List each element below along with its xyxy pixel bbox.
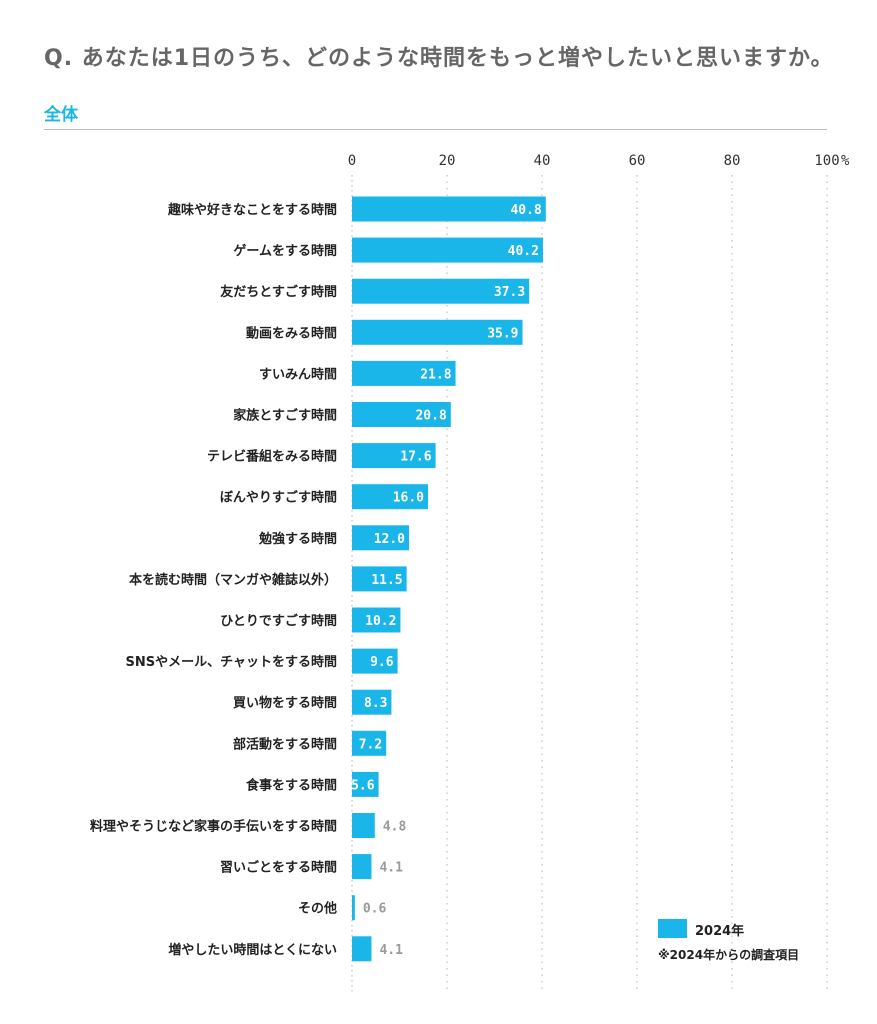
axis-unit-label: % — [841, 153, 850, 169]
category-label: 部活動をする時間 — [233, 736, 337, 752]
value-label: 4.1 — [379, 943, 403, 958]
value-label: 35.9 — [487, 326, 518, 341]
divider — [44, 129, 827, 130]
category-label: SNSやメール、チャットをする時間 — [126, 654, 337, 670]
category-label: その他 — [298, 901, 337, 917]
legend-note: ※2024年からの調査項目 — [658, 948, 800, 962]
value-label: 4.8 — [383, 820, 407, 835]
category-label: すいみん時間 — [259, 366, 337, 382]
category-label: 料理やそうじなど家事の手伝いをする時間 — [90, 819, 337, 835]
value-label: 16.0 — [393, 491, 424, 506]
category-label: 家族とすごす時間 — [233, 408, 337, 424]
bar — [352, 813, 375, 838]
category-label: 食事をする時間 — [246, 777, 337, 793]
bar — [352, 360, 456, 386]
value-label: 7.2 — [359, 737, 382, 752]
bar — [352, 895, 355, 921]
bar — [352, 566, 407, 592]
category-label: 増やしたい時間はとくにない — [168, 942, 337, 958]
value-label: 9.6 — [370, 655, 394, 670]
category-label: 趣味や好きなことをする時間 — [167, 202, 337, 218]
value-label: 0.6 — [363, 902, 387, 917]
category-label: 本を読む時間（マンガや雑誌以外） — [129, 572, 337, 588]
bar — [352, 319, 523, 345]
value-label: 5.6 — [351, 778, 375, 793]
value-label: 17.6 — [400, 450, 431, 465]
bar — [352, 648, 398, 674]
bar — [352, 278, 530, 304]
tick-label: 20 — [439, 153, 456, 169]
category-label: 習いごとをする時間 — [220, 860, 337, 876]
value-label: 10.2 — [365, 614, 396, 629]
value-label: 20.8 — [415, 409, 446, 424]
bar — [352, 771, 379, 797]
category-label: 買い物をする時間 — [233, 695, 337, 711]
bar — [352, 730, 387, 756]
value-label: 12.0 — [374, 532, 405, 547]
category-label: ぼんやりすごす時間 — [220, 490, 337, 506]
bar — [352, 484, 428, 510]
bar — [352, 196, 546, 222]
subtitle: 全体 — [44, 105, 78, 125]
tick-label: 80 — [724, 153, 741, 169]
tick-label: 40 — [534, 153, 551, 169]
bar — [352, 607, 401, 633]
value-label: 40.8 — [510, 203, 541, 218]
legend-label: 2024年 — [695, 924, 745, 939]
value-label: 37.3 — [494, 285, 525, 300]
bar — [352, 237, 543, 263]
category-label: ひとりですごす時間 — [220, 613, 337, 629]
question-title: Q. あなたは1日のうち、どのような時間をもっと増やしたいと思いますか。 — [44, 46, 834, 71]
bar — [352, 525, 409, 551]
category-label: ゲームをする時間 — [233, 243, 337, 259]
bar — [352, 936, 372, 962]
value-label: 40.2 — [508, 244, 539, 259]
legend-swatch — [658, 919, 687, 938]
bar — [352, 854, 372, 880]
category-label: 動画をみる時間 — [246, 325, 337, 341]
tick-label: 60 — [629, 153, 646, 169]
category-label: 勉強する時間 — [258, 531, 337, 547]
category-label: テレビ番組をみる時間 — [207, 449, 337, 465]
bar — [352, 689, 392, 715]
value-label: 11.5 — [371, 573, 402, 588]
tick-label: 0 — [348, 153, 356, 169]
bar — [352, 402, 451, 427]
category-label: 友だちとすごす時間 — [220, 284, 337, 300]
value-label: 8.3 — [364, 696, 387, 711]
bar — [352, 443, 436, 469]
value-label: 21.8 — [420, 367, 451, 382]
tick-label: 100 — [814, 153, 839, 169]
value-label: 4.1 — [379, 861, 403, 876]
